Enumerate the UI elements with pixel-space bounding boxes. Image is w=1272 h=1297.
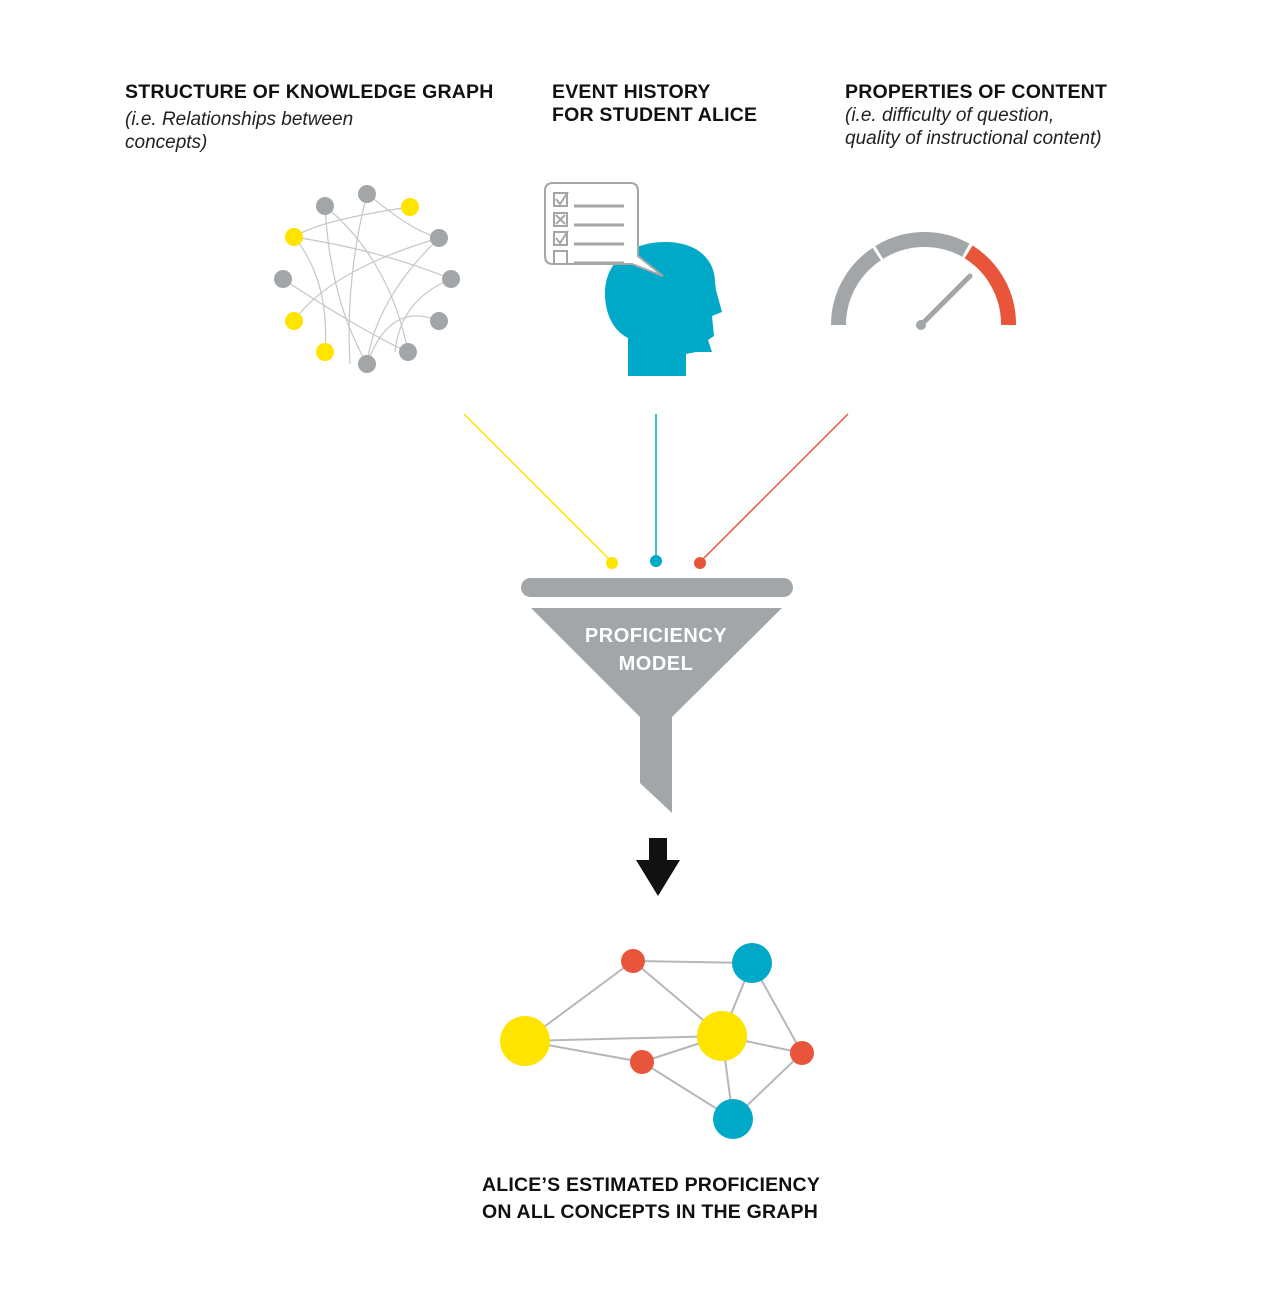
teal-connector-dot (650, 555, 662, 567)
yellow-connector-dot (606, 557, 618, 569)
circular-graph-icon (282, 193, 452, 365)
checklist (553, 191, 624, 265)
result-label: ALICE’S ESTIMATED PROFICIENCY ON ALL CON… (482, 1174, 821, 1223)
student-head-checklist-icon (544, 182, 722, 376)
knowledge-graph-heading: STRUCTURE OF KNOWLEDGE GRAPH (125, 81, 494, 103)
head-silhouette (605, 242, 722, 376)
knowledge-graph-subtitle: (i.e. Relationships between concepts) (125, 109, 354, 153)
content-properties-heading: PROPERTIES OF CONTENT (845, 81, 1108, 103)
orange-connector-dot (694, 557, 706, 569)
proficiency-model-funnel: PROFICIENCY MODEL (521, 578, 793, 813)
proficiency-graph-edges (524, 960, 803, 1120)
content-properties-subtitle: (i.e. difficulty of question, quality of… (845, 105, 1102, 149)
circular-graph-nodes (274, 185, 460, 373)
connector-lines (463, 413, 849, 569)
funnel-label-line-2: MODEL (619, 653, 694, 675)
proficiency-graph-icon (500, 943, 814, 1139)
gauge-icon (831, 231, 1017, 330)
arrow-down-icon (636, 838, 680, 896)
event-history-heading: EVENT HISTORY FOR STUDENT ALICE (552, 81, 758, 126)
funnel-label-line-1: PROFICIENCY (585, 625, 727, 647)
